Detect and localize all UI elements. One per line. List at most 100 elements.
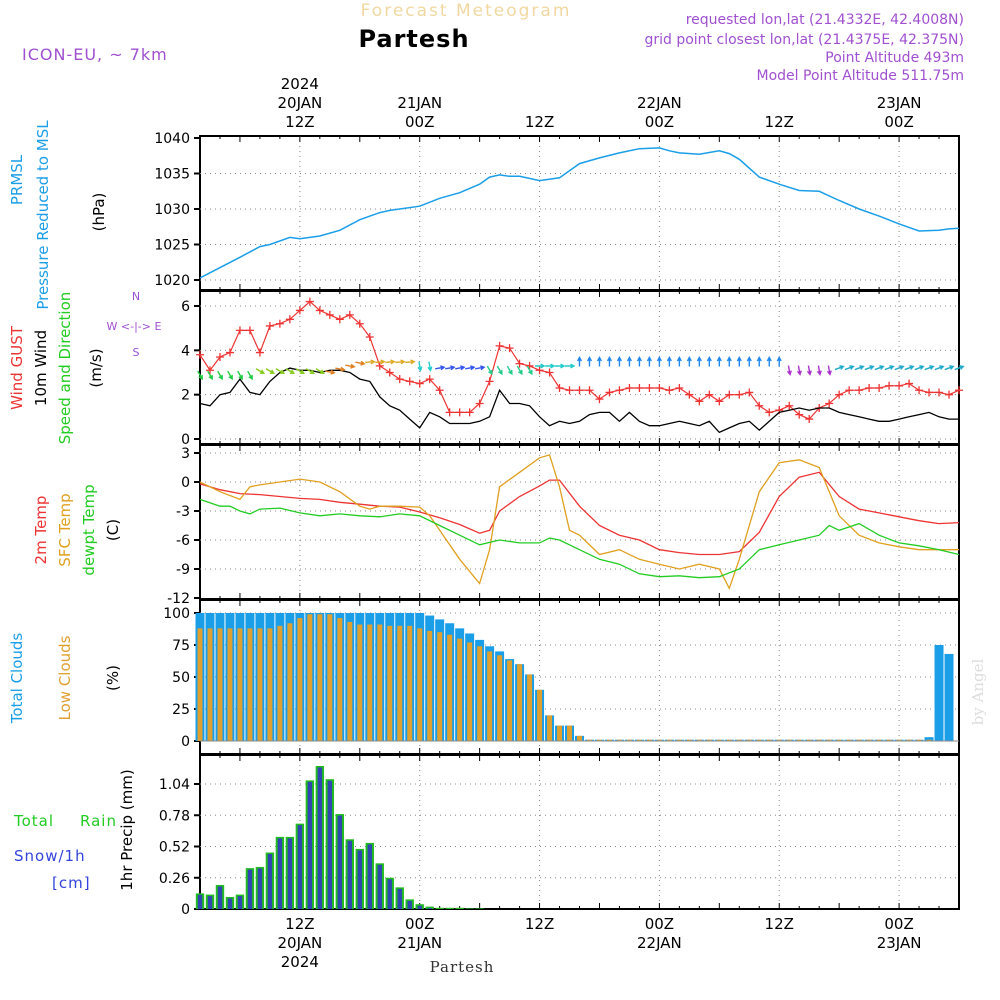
low-cloud-bar bbox=[317, 614, 323, 741]
wind-direction-arrow bbox=[874, 365, 885, 371]
precip-tick-label: 0.52 bbox=[159, 840, 190, 856]
wind-direction-arrow bbox=[335, 366, 346, 372]
pressure-line bbox=[199, 147, 960, 279]
snow-bar bbox=[267, 854, 273, 909]
temp-tick-label: -9 bbox=[176, 562, 190, 578]
top-time-label: 00Z bbox=[884, 113, 913, 131]
snow-label: Snow/1h bbox=[14, 847, 86, 865]
low-cloud-bar bbox=[517, 664, 523, 741]
wind-direction-arrow bbox=[455, 365, 466, 371]
gust-marker bbox=[425, 375, 434, 384]
gust-marker bbox=[525, 361, 534, 370]
snow-bar bbox=[247, 869, 253, 909]
wind-direction-arrow bbox=[914, 365, 925, 371]
low-cloud-bar bbox=[467, 642, 473, 741]
gust-marker bbox=[845, 386, 854, 395]
clouds-tick-label: 0 bbox=[181, 734, 190, 750]
low-cloud-bar bbox=[786, 739, 792, 741]
wind-direction-arrow bbox=[686, 356, 692, 367]
wind-direction-arrow bbox=[305, 368, 316, 374]
low-cloud-bar bbox=[726, 739, 732, 741]
wind-direction-arrow bbox=[854, 365, 865, 371]
wind-direction-arrow bbox=[275, 368, 286, 374]
gust-marker bbox=[315, 306, 324, 315]
gust-marker bbox=[725, 390, 734, 399]
gust-marker bbox=[555, 384, 564, 393]
low-cloud-bar bbox=[277, 625, 283, 741]
wind-direction-arrow bbox=[385, 359, 396, 365]
snow-bar bbox=[417, 905, 422, 909]
wind-direction-arrow bbox=[345, 363, 356, 369]
gust-marker bbox=[495, 341, 504, 350]
wind-direction-arrow bbox=[365, 359, 376, 365]
gust-marker bbox=[565, 386, 574, 395]
low-cloud-bar bbox=[287, 623, 293, 741]
temp-tick-label: -12 bbox=[167, 591, 190, 607]
gust-marker bbox=[825, 399, 834, 408]
wind-direction-arrow bbox=[954, 365, 965, 371]
snow-bar bbox=[377, 864, 382, 909]
gust-marker bbox=[795, 410, 804, 419]
location-title: Partesh bbox=[358, 25, 469, 53]
pressure-tick-label: 1025 bbox=[154, 238, 190, 254]
gust-marker bbox=[655, 384, 664, 393]
bottom-time-label: 20JAN bbox=[278, 934, 323, 952]
wind-direction-arrow bbox=[816, 365, 822, 376]
gust-marker bbox=[915, 386, 924, 395]
wind-direction-arrow bbox=[756, 356, 762, 367]
wind-direction-arrow bbox=[486, 365, 493, 376]
wind-direction-arrow bbox=[237, 370, 243, 381]
low-cloud-bar bbox=[706, 739, 712, 741]
low-cloud-bar bbox=[826, 739, 832, 741]
low-cloud-bar bbox=[537, 689, 543, 741]
low-cloud-bar bbox=[746, 739, 752, 741]
wind-direction-arrow bbox=[834, 365, 845, 371]
wind-direction-arrow bbox=[646, 356, 652, 367]
wind-direction-arrow bbox=[417, 361, 423, 372]
low-cloud-bar bbox=[507, 660, 513, 741]
clouds-tick-label: 75 bbox=[172, 638, 190, 654]
total-cloud-bar bbox=[934, 645, 944, 741]
wind-direction-arrow bbox=[636, 356, 642, 367]
temp-tick-label: -6 bbox=[176, 533, 190, 549]
wind-direction-arrow bbox=[285, 368, 296, 374]
gust-marker bbox=[675, 384, 684, 393]
wind-direction-arrow bbox=[197, 370, 203, 381]
rain-bar bbox=[445, 907, 454, 909]
gust-marker bbox=[475, 399, 484, 408]
rain-label: Rain bbox=[80, 812, 117, 830]
top-time-label: 00Z bbox=[645, 113, 674, 131]
total-cloud-bar bbox=[924, 737, 934, 741]
gust-marker bbox=[765, 408, 774, 417]
gust-marker bbox=[875, 384, 884, 393]
bottom-time-label: 12Z bbox=[765, 915, 794, 933]
low-cloud-bar bbox=[876, 739, 882, 741]
temp-unit: (C) bbox=[104, 519, 122, 541]
wind-direction-arrow bbox=[944, 365, 955, 371]
compass-n: N bbox=[132, 290, 140, 303]
gust-marker bbox=[625, 384, 634, 393]
pressure-label-1: PRMSL bbox=[8, 154, 26, 205]
wind-direction-arrow bbox=[325, 369, 336, 375]
wind-direction-arrow bbox=[355, 360, 366, 366]
low-cloud-bar bbox=[207, 628, 213, 741]
gust-marker bbox=[285, 315, 294, 324]
gust-marker bbox=[505, 344, 514, 353]
wind-direction-arrow bbox=[395, 359, 406, 365]
low-cloud-bar bbox=[227, 628, 233, 741]
clouds-tick-label: 100 bbox=[163, 606, 190, 622]
wind-direction-arrow bbox=[596, 356, 603, 367]
precip-unit: 1hr Precip (mm) bbox=[118, 769, 136, 890]
gust-marker bbox=[395, 375, 404, 384]
low-cloud-bar bbox=[626, 739, 632, 741]
low-cloud-bar bbox=[766, 739, 772, 741]
temp-sfc-line bbox=[199, 454, 959, 590]
low-cloud-bar bbox=[257, 628, 263, 741]
low-cloud-bar bbox=[676, 739, 682, 741]
footer-location: Partesh bbox=[430, 958, 495, 976]
snow-bar bbox=[237, 896, 243, 909]
snow-bar bbox=[257, 868, 263, 909]
wind-direction-arrow bbox=[375, 359, 386, 365]
bottom-time-label: 00Z bbox=[405, 915, 434, 933]
